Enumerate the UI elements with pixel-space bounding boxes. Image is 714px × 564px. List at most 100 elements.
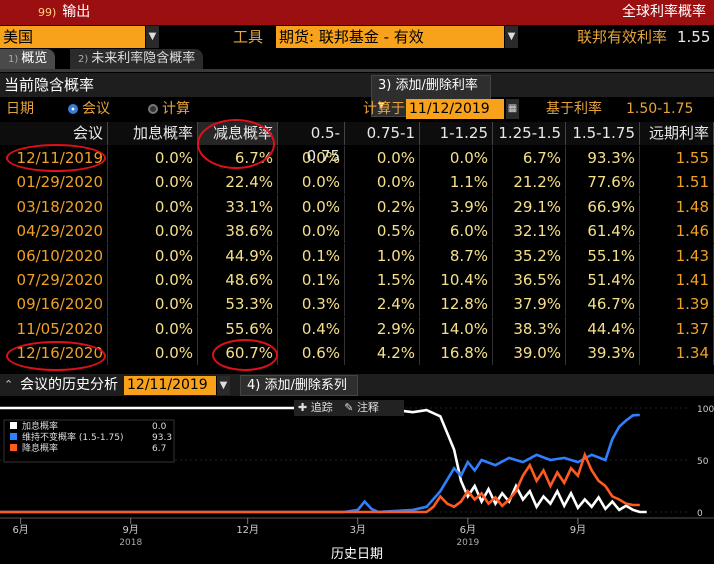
series-line xyxy=(0,406,647,514)
tool-dropdown-arrow-icon[interactable]: ▼ xyxy=(504,26,518,48)
table-cell: 2.4% xyxy=(345,292,420,317)
meeting-date-cell[interactable]: 04/29/2020 xyxy=(0,219,108,244)
table-cell: 3.9% xyxy=(420,194,493,219)
table-cell: 44.9% xyxy=(198,243,278,268)
output-menu[interactable]: 99) 输出 xyxy=(38,3,90,21)
output-menu-label: 输出 xyxy=(62,4,91,20)
table-cell: 0.0% xyxy=(420,146,493,170)
radio-calc-label: 计算 xyxy=(162,101,190,117)
radio-meeting-label: 会议 xyxy=(82,101,110,117)
table-cell: 6.0% xyxy=(420,219,493,244)
tab-future-implied[interactable]: 2) 未来利率隐含概率 xyxy=(70,49,204,69)
table-cell: 0.0% xyxy=(278,194,345,219)
tab-overview[interactable]: 1) 概览 xyxy=(0,49,56,69)
table-cell: 35.2% xyxy=(493,243,566,268)
base-rate-label: 基于利率 xyxy=(546,101,602,117)
tab-divider xyxy=(0,69,714,72)
column-header[interactable]: 0.5-0.75 xyxy=(278,122,345,165)
radio-on-icon xyxy=(68,104,78,114)
history-date-dropdown-icon[interactable]: ▼ xyxy=(216,376,230,395)
note-button[interactable]: ✎ 注释 xyxy=(344,401,379,414)
table-cell: 0.0% xyxy=(278,170,345,195)
table-cell: 33.1% xyxy=(198,194,278,219)
table-cell: 0.0% xyxy=(108,292,198,317)
column-header[interactable]: 1.5-1.75 xyxy=(566,122,640,145)
history-chart: 加息概率 0.0 维持不变概率 (1.5-1.75) 93.3 降息概率 6.7 0 50 1… xyxy=(0,398,714,564)
note-label: 注释 xyxy=(356,401,379,414)
x-tick-label: 9月 xyxy=(123,524,139,536)
table-cell: 44.4% xyxy=(566,316,640,341)
table-cell: 1.37 xyxy=(640,316,714,341)
calc-on-label: 计算于 xyxy=(363,101,405,117)
table-cell: 0.0% xyxy=(108,341,198,366)
table-cell: 0.4% xyxy=(278,316,345,341)
table-cell: 1.34 xyxy=(640,341,714,366)
table-cell: 1.43 xyxy=(640,243,714,268)
meeting-date-cell[interactable]: 11/05/2020 xyxy=(0,316,108,341)
column-header[interactable]: 会议 xyxy=(0,122,108,145)
section-header xyxy=(0,73,714,97)
radio-off-icon xyxy=(148,104,158,114)
table-cell: 32.1% xyxy=(493,219,566,244)
table-cell: 29.1% xyxy=(493,194,566,219)
table-cell: 1.48 xyxy=(640,194,714,219)
table-cell: 39.3% xyxy=(566,341,640,366)
chart-xlabel: 历史日期 xyxy=(330,547,383,562)
meeting-date-cell[interactable]: 07/29/2020 xyxy=(0,268,108,292)
table-cell: 22.4% xyxy=(198,170,278,195)
tab-overview-number: 1) xyxy=(8,54,19,65)
legend-swatch xyxy=(10,433,17,440)
table-cell: 48.6% xyxy=(198,268,278,292)
meeting-date-cell[interactable]: 01/29/2020 xyxy=(0,170,108,195)
add-remove-series-button[interactable]: 4) 添加/删除系列 ▾ xyxy=(240,375,358,412)
meeting-date-cell[interactable]: 03/18/2020 xyxy=(0,194,108,219)
table-cell: 0.0% xyxy=(278,219,345,244)
year-label: 2018 xyxy=(119,538,142,548)
radio-meeting[interactable]: 会议 xyxy=(68,99,110,119)
annotation-circle xyxy=(197,119,275,169)
title-bar xyxy=(0,0,714,25)
column-header[interactable]: 1-1.25 xyxy=(420,122,493,145)
legend-box xyxy=(3,419,175,463)
country-select[interactable]: 美国 xyxy=(0,26,145,48)
base-rate-value: 1.50-1.75 xyxy=(626,101,694,117)
table-cell: 0.2% xyxy=(345,194,420,219)
table-cell: 12.8% xyxy=(420,292,493,317)
table-cell: 93.3% xyxy=(566,146,640,170)
table-cell: 1.41 xyxy=(640,268,714,292)
legend-label: 降息概率 xyxy=(22,442,58,454)
legend-swatch xyxy=(10,422,17,429)
table-cell: 39.0% xyxy=(493,341,566,366)
country-dropdown-arrow-icon[interactable]: ▼ xyxy=(145,26,159,48)
column-header[interactable]: 0.75-1 xyxy=(345,122,420,145)
series-line xyxy=(0,451,640,514)
column-header[interactable]: 1.25-1.5 xyxy=(493,122,566,145)
history-date-input[interactable]: 12/11/2019 xyxy=(124,376,216,395)
table-cell: 21.2% xyxy=(493,170,566,195)
x-tick-label: 12月 xyxy=(236,524,259,536)
track-button[interactable]: ✚ 追踪 xyxy=(298,401,333,414)
table-cell: 0.0% xyxy=(108,194,198,219)
meeting-date-cell[interactable]: 06/10/2020 xyxy=(0,243,108,268)
meeting-date-cell[interactable]: 09/16/2020 xyxy=(0,292,108,317)
column-header[interactable]: 加息概率 xyxy=(108,122,198,145)
table-cell: 38.3% xyxy=(493,316,566,341)
annotation-circle xyxy=(6,341,106,371)
chart-toolbar: ✚ 追踪 ✎ 注释 xyxy=(294,400,404,416)
window-title: 全球利率概率 xyxy=(622,4,706,20)
table-cell: 0.6% xyxy=(278,341,345,366)
table-cell: 10.4% xyxy=(420,268,493,292)
radio-calc[interactable]: 计算 xyxy=(148,99,190,119)
table-cell: 4.2% xyxy=(345,341,420,366)
tool-select[interactable]: 期货: 联邦基金 - 有效 xyxy=(276,26,504,48)
table-cell: 38.6% xyxy=(198,219,278,244)
table-cell: 0.0% xyxy=(108,146,198,170)
calendar-icon[interactable]: ▦ xyxy=(505,99,519,119)
table-cell: 55.6% xyxy=(198,316,278,341)
annotation-circle xyxy=(6,144,106,172)
column-header[interactable]: 远期利率 xyxy=(640,122,714,145)
collapse-icon[interactable]: ⌃ xyxy=(4,378,14,391)
table-cell: 53.3% xyxy=(198,292,278,317)
calc-date-input[interactable]: 11/12/2019 xyxy=(406,99,504,119)
x-tick-label: 9月 xyxy=(570,524,586,536)
